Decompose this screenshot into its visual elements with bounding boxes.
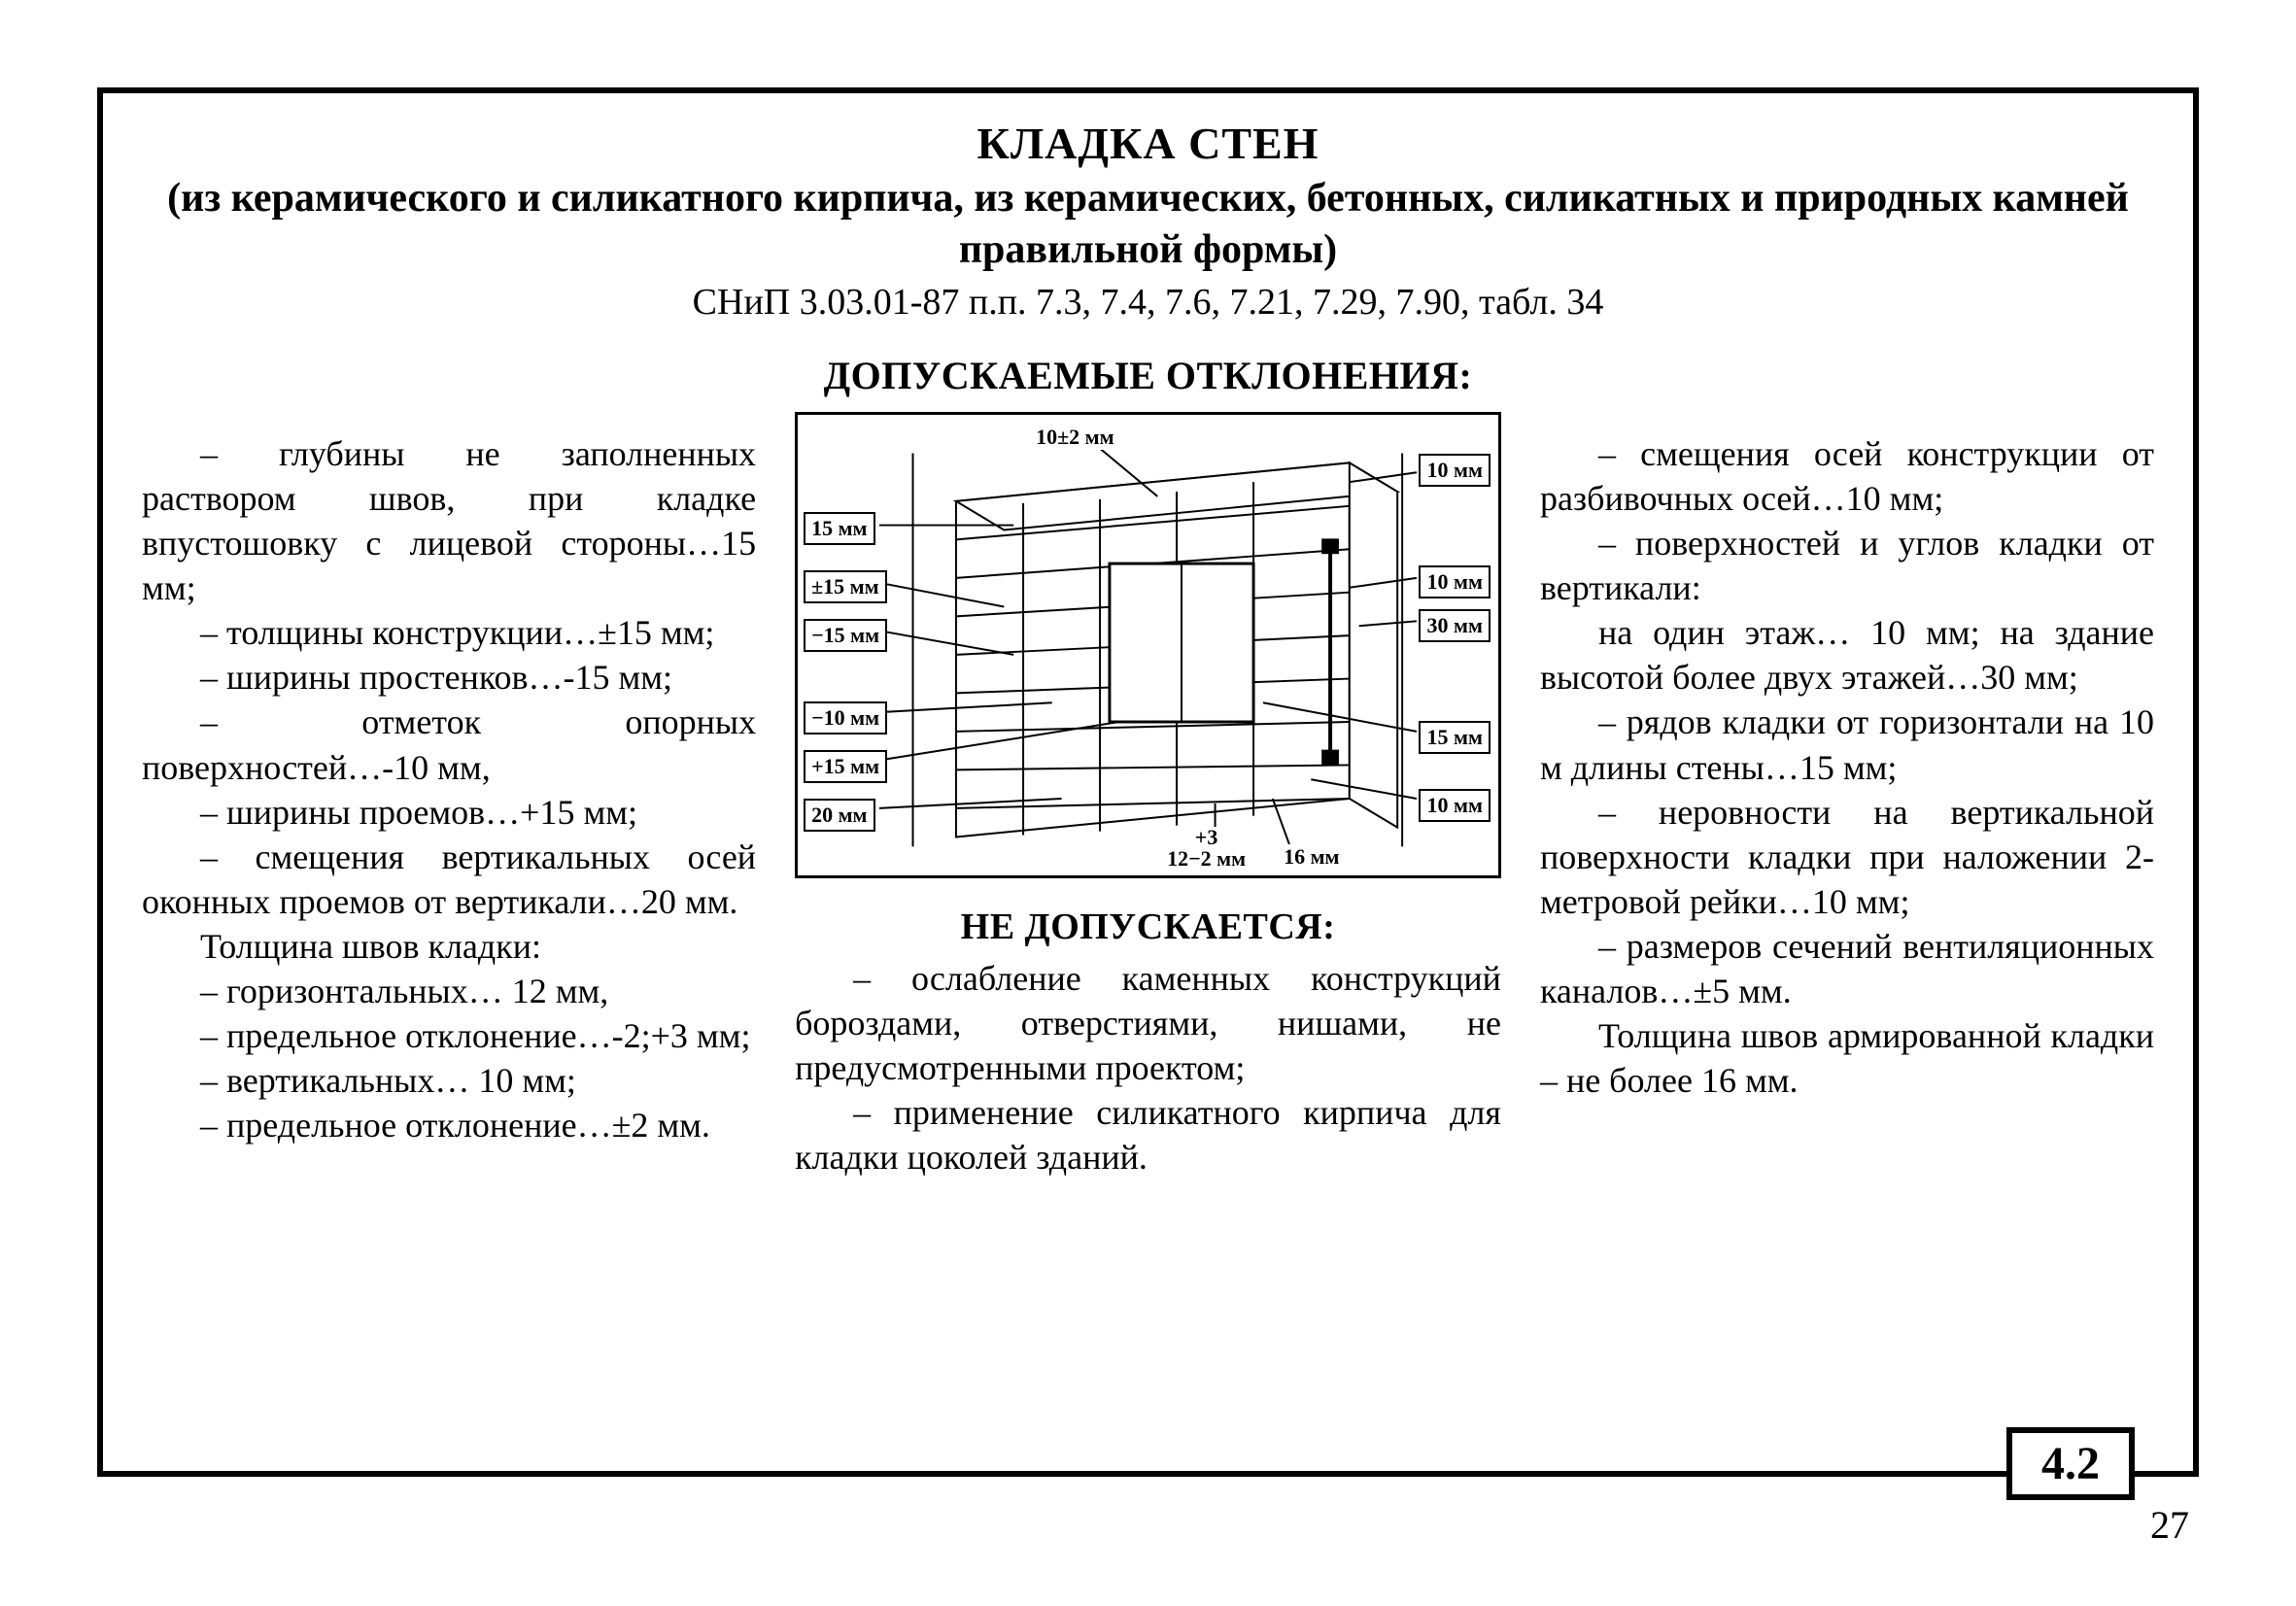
left-item: Толщина швов кладки: [142, 924, 756, 969]
diagram-label: 10 мм [1419, 565, 1490, 598]
section-number-box: 4.2 [2006, 1427, 2135, 1500]
diagram-label: −15 мм [804, 619, 887, 652]
left-item: – смещения вертикальных осей оконных про… [142, 835, 756, 924]
center-column: 15 мм ±15 мм −15 мм −10 мм +15 мм 20 мм … [795, 412, 1501, 1179]
center-item: – применение силикатного кирпича для кла… [795, 1090, 1501, 1179]
page-subtitle: (из керамического и силикатного кирпича,… [142, 173, 2154, 275]
diagram-label: 20 мм [804, 799, 874, 832]
right-item: Толщина швов армированной кладки – не бо… [1540, 1013, 2154, 1103]
diagram-label: 10 мм [1419, 454, 1490, 487]
page-title: КЛАДКА СТЕН [142, 118, 2154, 169]
diagram-label: +3 12−2 мм [1167, 827, 1246, 870]
diagram-label: 15 мм [1419, 721, 1490, 754]
diagram-label: −10 мм [804, 701, 887, 735]
diagram-label: ±15 мм [804, 570, 887, 603]
diagram-label: 10 мм [1419, 789, 1490, 822]
right-item: – рядов кладки от горизонтали на 10 м дл… [1540, 700, 2154, 789]
left-column: – глубины не заполненных раствором швов,… [142, 412, 756, 1147]
wall-masonry-diagram: 15 мм ±15 мм −15 мм −10 мм +15 мм 20 мм … [795, 412, 1501, 878]
three-column-layout: – глубины не заполненных раствором швов,… [142, 412, 2154, 1179]
allowed-deviations-heading: ДОПУСКАЕМЫЕ ОТКЛОНЕНИЯ: [142, 353, 2154, 398]
left-item: – ширины проемов…+15 мм; [142, 790, 756, 835]
left-item: – предельное отклонение…±2 мм. [142, 1103, 756, 1147]
snip-reference: СНиП 3.03.01-87 п.п. 7.3, 7.4, 7.6, 7.21… [142, 281, 2154, 324]
left-item: – толщины конструкции…±15 мм; [142, 610, 756, 655]
left-item: – глубины не заполненных раствором швов,… [142, 431, 756, 610]
title-block: КЛАДКА СТЕН (из керамического и силикатн… [142, 118, 2154, 324]
right-item: – смещения осей конструкции от разбивочн… [1540, 431, 2154, 521]
not-allowed-heading: НЕ ДОПУСКАЕТСЯ: [795, 906, 1501, 948]
not-allowed-text: – ослабление каменных конструкций борозд… [795, 956, 1501, 1179]
diagram-label: 15 мм [804, 512, 874, 545]
right-item: – поверхностей и углов кладки от вертика… [1540, 521, 2154, 610]
diagram-label: +15 мм [804, 750, 887, 783]
diagram-label: 10±2 мм [1036, 425, 1114, 450]
diagram-label: 30 мм [1419, 609, 1490, 642]
page-frame: КЛАДКА СТЕН (из керамического и силикатн… [97, 87, 2199, 1477]
right-item: – размеров сечений вентиляционных канало… [1540, 924, 2154, 1013]
diagram-label: 16 мм [1284, 844, 1339, 870]
left-item: – отметок опорных поверхностей…-10 мм, [142, 700, 756, 789]
left-item: – ширины простенков…-15 мм; [142, 655, 756, 700]
left-item: – горизонтальных… 12 мм, [142, 969, 756, 1013]
right-item: – неровности на вертикальной поверхности… [1540, 790, 2154, 924]
diagram-svg-icon [798, 415, 1498, 875]
page-number: 27 [2150, 1502, 2189, 1548]
left-item: – предельное отклонение…-2;+3 мм; [142, 1013, 756, 1058]
right-column: – смещения осей конструкции от разбивочн… [1540, 412, 2154, 1103]
right-item: на один этаж… 10 мм; на здание высотой б… [1540, 610, 2154, 700]
left-item: – вертикальных… 10 мм; [142, 1058, 756, 1103]
center-item: – ослабление каменных конструкций борозд… [795, 956, 1501, 1090]
